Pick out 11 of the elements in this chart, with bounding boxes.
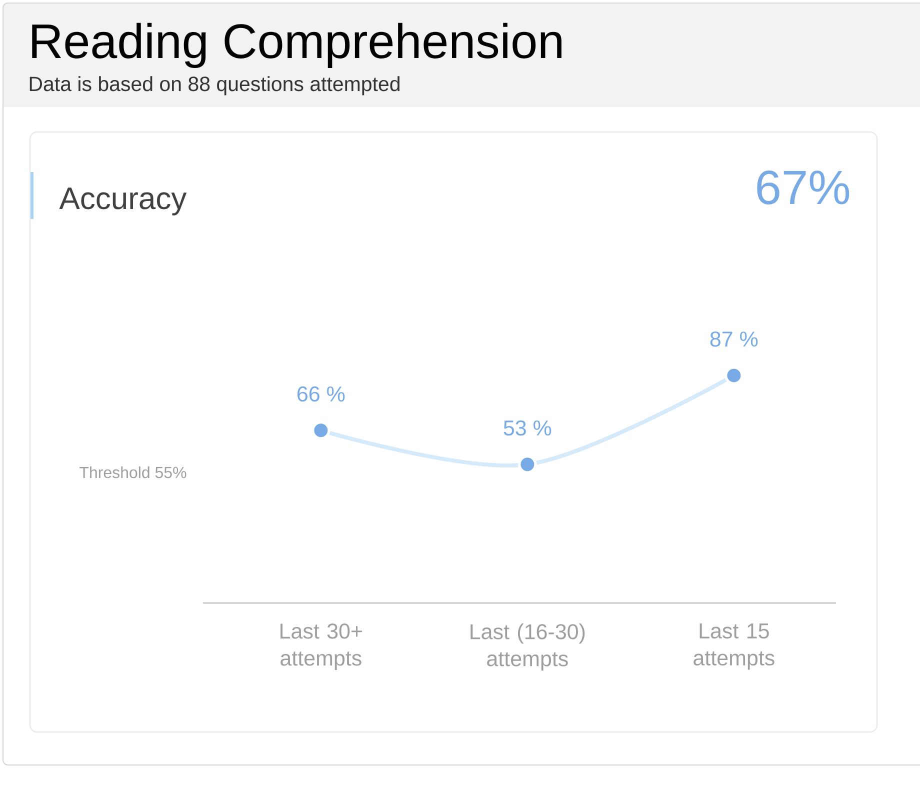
chart-subtitle: Data is based on 88 questions attempted: [30, 76, 400, 96]
text: 67%: [757, 170, 850, 204]
data-label: 66 %: [298, 386, 345, 402]
x-tick-label: Last 30+ attempts: [280, 624, 362, 670]
text: Accuracy: [59, 188, 187, 216]
chart-title: Reading Comprehension: [32, 22, 562, 68]
data-label: 53 %: [504, 420, 552, 436]
x-tick-label: Last 15 attempts: [694, 624, 774, 670]
text: Threshold 55%: [80, 466, 186, 478]
x-tick-label: Last (16-30) attempts: [470, 624, 585, 671]
data-label: 87 %: [710, 331, 758, 347]
